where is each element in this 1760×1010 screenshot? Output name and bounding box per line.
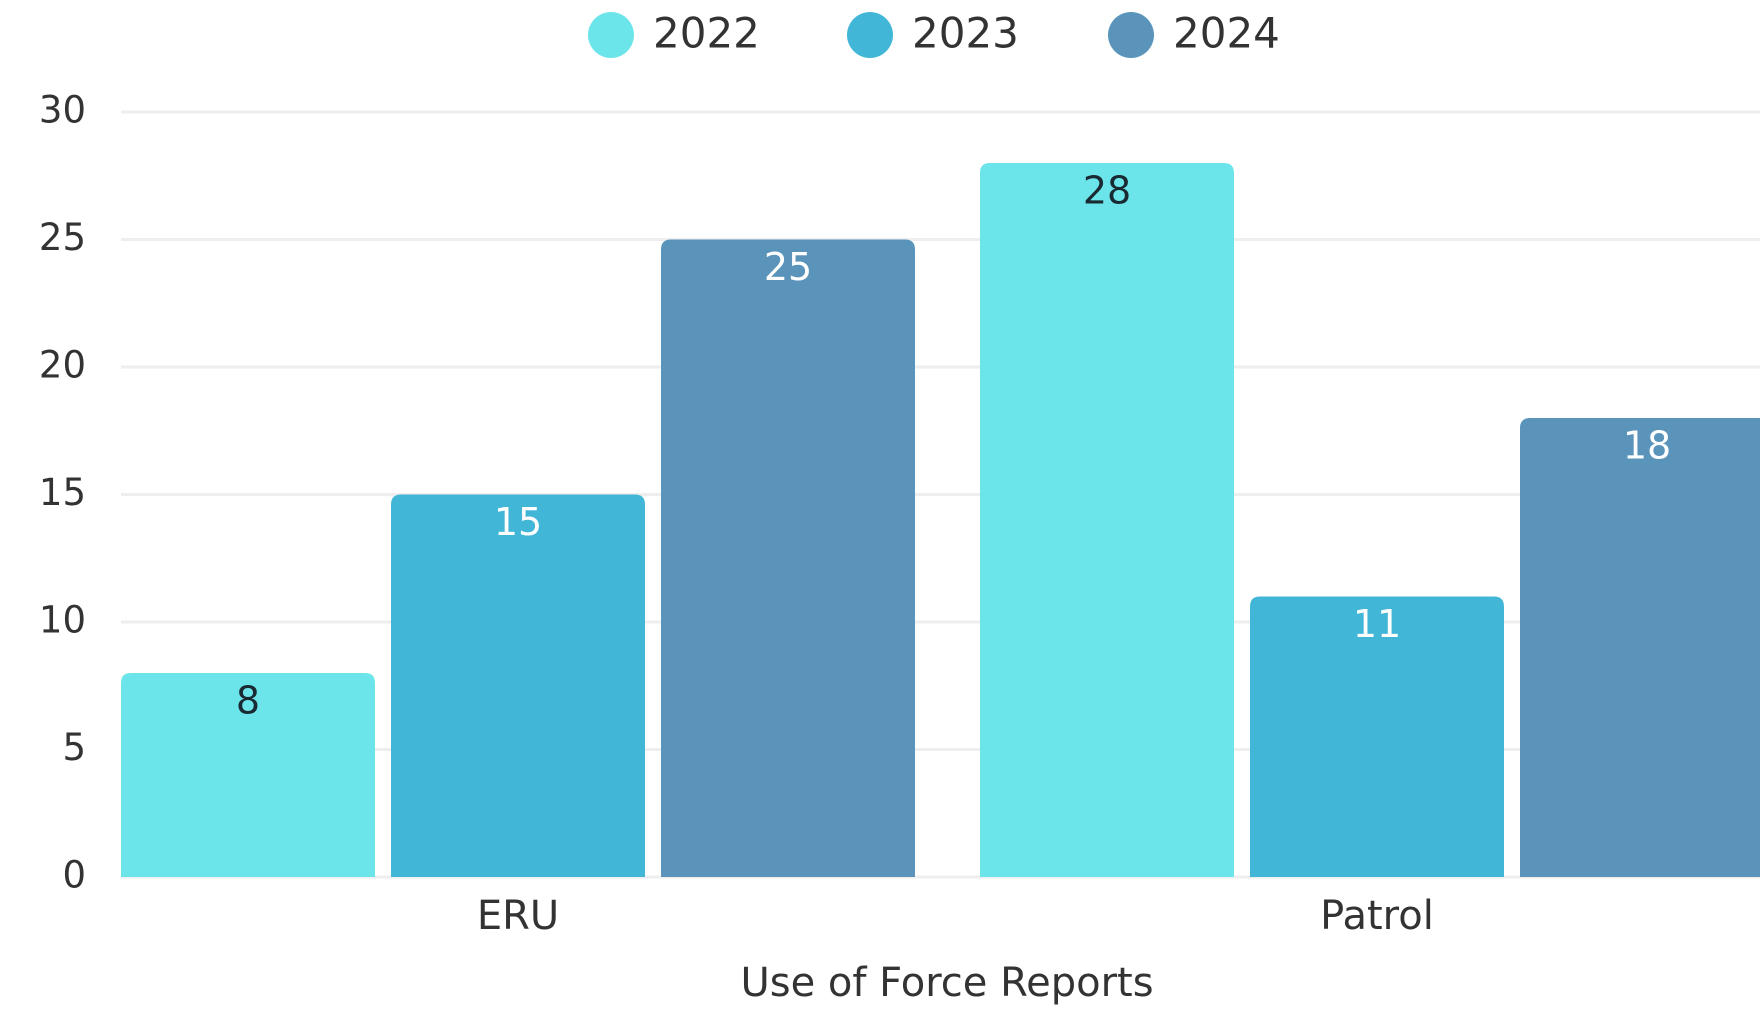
- y-tick-label: 10: [39, 599, 86, 642]
- data-label: 28: [1083, 169, 1131, 213]
- y-tick-label: 0: [62, 854, 86, 897]
- y-tick-label: 30: [39, 89, 86, 132]
- legend-swatch: [847, 12, 893, 58]
- y-tick-label: 25: [39, 216, 86, 259]
- bar: [391, 494, 645, 877]
- legend-label: 2023: [912, 9, 1019, 58]
- legend-label: 2024: [1173, 9, 1280, 58]
- legend-label: 2022: [653, 9, 760, 58]
- y-tick-label: 5: [62, 726, 86, 769]
- x-axis-title: Use of Force Reports: [740, 960, 1153, 1006]
- data-label: 8: [236, 679, 260, 723]
- data-label: 11: [1353, 602, 1401, 646]
- x-tick-label: Patrol: [1320, 893, 1434, 939]
- data-label: 18: [1623, 424, 1671, 468]
- bar: [980, 163, 1234, 877]
- y-tick-label: 20: [39, 344, 86, 387]
- bar: [661, 239, 915, 877]
- bar: [1250, 596, 1504, 877]
- legend-swatch: [1108, 12, 1154, 58]
- x-tick-label: ERU: [477, 893, 559, 939]
- data-label: 25: [764, 245, 812, 289]
- bar: [1520, 418, 1760, 877]
- y-tick-label: 15: [39, 471, 86, 514]
- legend-swatch: [588, 12, 634, 58]
- bar: [121, 673, 375, 877]
- data-label: 15: [494, 500, 542, 544]
